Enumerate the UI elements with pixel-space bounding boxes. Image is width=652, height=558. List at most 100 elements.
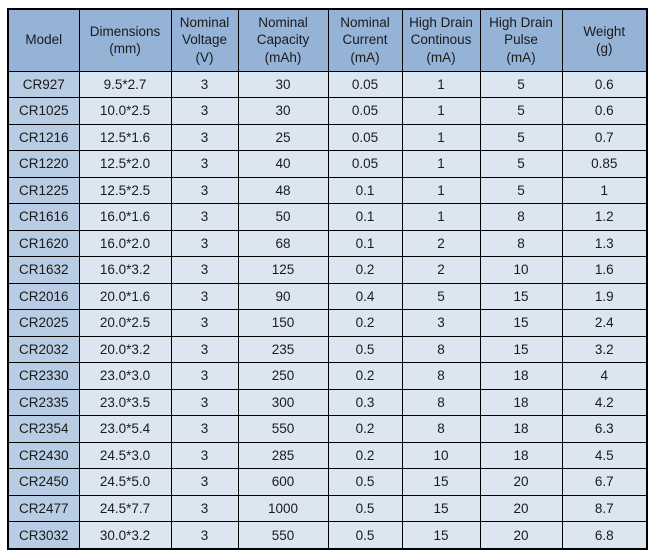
value-cell: 550 <box>237 521 329 550</box>
value-cell: 4 <box>561 362 648 390</box>
model-cell: CR3032 <box>7 521 80 550</box>
value-cell: 24.5*3.0 <box>78 441 172 469</box>
value-cell: 20.0*3.2 <box>78 335 172 363</box>
value-cell: 20 <box>479 494 563 522</box>
value-cell: 1 <box>401 97 481 125</box>
table-row: CR927 9.5*2.7 3 30 0.05 1 5 0.6 <box>7 70 648 98</box>
model-cell: CR2354 <box>7 415 80 443</box>
value-cell: 12.5*2.0 <box>78 150 172 178</box>
value-cell: 1 <box>401 150 481 178</box>
value-cell: 4.5 <box>561 441 648 469</box>
value-cell: 0.3 <box>327 388 403 416</box>
value-cell: 1 <box>401 70 481 98</box>
value-cell: 0.05 <box>327 150 403 178</box>
value-cell: 90 <box>237 282 329 310</box>
value-cell: 20.0*2.5 <box>78 309 172 337</box>
value-cell: 0.6 <box>561 97 648 125</box>
value-cell: 0.5 <box>327 494 403 522</box>
value-cell: 10 <box>479 256 563 284</box>
value-cell: 0.5 <box>327 521 403 550</box>
value-cell: 250 <box>237 362 329 390</box>
table-row: CR2354 23.0*5.4 3 550 0.2 8 18 6.3 <box>7 415 648 443</box>
value-cell: 20.0*1.6 <box>78 282 172 310</box>
value-cell: 0.05 <box>327 97 403 125</box>
value-cell: 15 <box>401 468 481 496</box>
model-cell: CR1632 <box>7 256 80 284</box>
value-cell: 5 <box>479 97 563 125</box>
value-cell: 24.5*5.0 <box>78 468 172 496</box>
value-cell: 5 <box>479 176 563 204</box>
value-cell: 3 <box>170 97 239 125</box>
value-cell: 1 <box>401 176 481 204</box>
model-cell: CR1216 <box>7 123 80 151</box>
value-cell: 16.0*2.0 <box>78 229 172 257</box>
value-cell: 8 <box>479 203 563 231</box>
model-cell: CR2016 <box>7 282 80 310</box>
model-cell: CR1616 <box>7 203 80 231</box>
value-cell: 550 <box>237 415 329 443</box>
value-cell: 8 <box>401 335 481 363</box>
column-header: Model <box>7 8 80 72</box>
value-cell: 0.05 <box>327 70 403 98</box>
table-row: CR1620 16.0*2.0 3 68 0.1 2 8 1.3 <box>7 229 648 257</box>
value-cell: 15 <box>479 335 563 363</box>
value-cell: 3 <box>170 362 239 390</box>
value-cell: 0.1 <box>327 229 403 257</box>
model-cell: CR2477 <box>7 494 80 522</box>
column-header: High Drain Continous (mA) <box>401 8 481 72</box>
table-row: CR2477 24.5*7.7 3 1000 0.5 15 20 8.7 <box>7 494 648 522</box>
model-cell: CR1220 <box>7 150 80 178</box>
column-header: Weight (g) <box>561 8 648 72</box>
value-cell: 0.85 <box>561 150 648 178</box>
value-cell: 15 <box>401 521 481 550</box>
value-cell: 0.2 <box>327 256 403 284</box>
value-cell: 1 <box>561 176 648 204</box>
value-cell: 3 <box>170 388 239 416</box>
table-row: CR2025 20.0*2.5 3 150 0.2 3 15 2.4 <box>7 309 648 337</box>
value-cell: 3.2 <box>561 335 648 363</box>
value-cell: 0.6 <box>561 70 648 98</box>
value-cell: 20 <box>479 468 563 496</box>
value-cell: 3 <box>170 203 239 231</box>
value-cell: 1.6 <box>561 256 648 284</box>
value-cell: 300 <box>237 388 329 416</box>
value-cell: 2 <box>401 229 481 257</box>
value-cell: 18 <box>479 441 563 469</box>
table-row: CR2330 23.0*3.0 3 250 0.2 8 18 4 <box>7 362 648 390</box>
value-cell: 150 <box>237 309 329 337</box>
value-cell: 18 <box>479 415 563 443</box>
value-cell: 0.1 <box>327 176 403 204</box>
value-cell: 5 <box>401 282 481 310</box>
value-cell: 40 <box>237 150 329 178</box>
value-cell: 30 <box>237 97 329 125</box>
value-cell: 23.0*5.4 <box>78 415 172 443</box>
value-cell: 3 <box>170 468 239 496</box>
value-cell: 3 <box>170 282 239 310</box>
value-cell: 285 <box>237 441 329 469</box>
table-row: CR2450 24.5*5.0 3 600 0.5 15 20 6.7 <box>7 468 648 496</box>
value-cell: 0.2 <box>327 415 403 443</box>
value-cell: 6.7 <box>561 468 648 496</box>
table-row: CR2016 20.0*1.6 3 90 0.4 5 15 1.9 <box>7 282 648 310</box>
value-cell: 12.5*2.5 <box>78 176 172 204</box>
model-cell: CR2450 <box>7 468 80 496</box>
value-cell: 6.3 <box>561 415 648 443</box>
value-cell: 10.0*2.5 <box>78 97 172 125</box>
value-cell: 50 <box>237 203 329 231</box>
table-row: CR1216 12.5*1.6 3 25 0.05 1 5 0.7 <box>7 123 648 151</box>
value-cell: 1 <box>401 203 481 231</box>
value-cell: 68 <box>237 229 329 257</box>
value-cell: 3 <box>170 309 239 337</box>
column-header: Nominal Current (mA) <box>327 8 403 72</box>
model-cell: CR2032 <box>7 335 80 363</box>
table-row: CR2335 23.0*3.5 3 300 0.3 8 18 4.2 <box>7 388 648 416</box>
value-cell: 0.2 <box>327 441 403 469</box>
value-cell: 8 <box>401 415 481 443</box>
value-cell: 30.0*3.2 <box>78 521 172 550</box>
value-cell: 0.4 <box>327 282 403 310</box>
value-cell: 23.0*3.0 <box>78 362 172 390</box>
value-cell: 3 <box>170 256 239 284</box>
value-cell: 0.1 <box>327 203 403 231</box>
value-cell: 9.5*2.7 <box>78 70 172 98</box>
value-cell: 8.7 <box>561 494 648 522</box>
